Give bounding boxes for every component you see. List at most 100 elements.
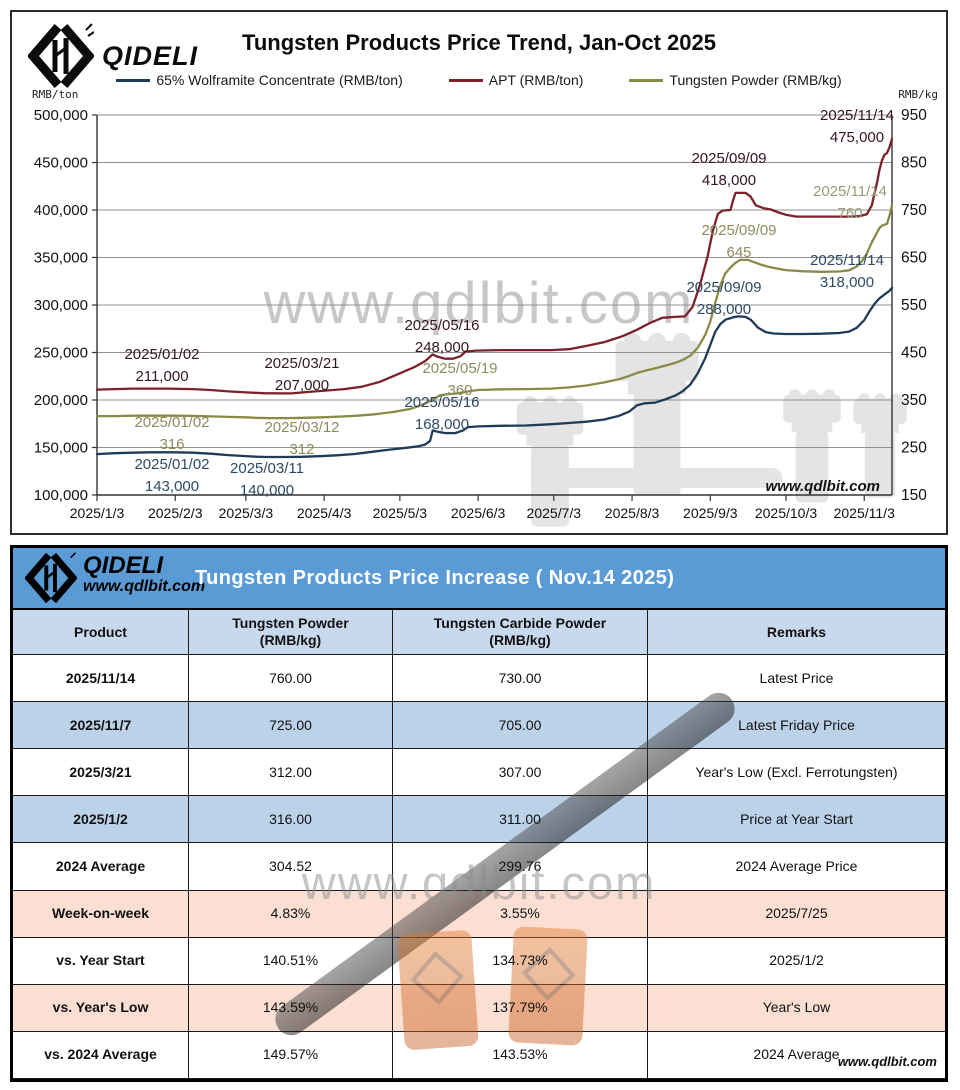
- right-axis-label: 850: [901, 155, 927, 172]
- x-axis-label: 2025/5/3: [373, 505, 428, 521]
- table-row-7-tungsten_powder: 143.59%: [189, 984, 393, 1032]
- cell-value: 760.00: [269, 669, 312, 686]
- annotation-apt: 2025/05/16 248,000: [404, 317, 479, 356]
- price-trend-chart-panel: QIDELI Tungsten Products Price Trend, Ja…: [10, 10, 948, 535]
- legend-swatch: [116, 78, 151, 82]
- annotation-powder: 2025/09/09 645: [701, 222, 776, 261]
- cell-value: Latest Price: [759, 669, 834, 686]
- drill-bit-silhouette: [623, 332, 642, 351]
- drill-bit-silhouette: [783, 394, 841, 423]
- table-corner-watermark: www.qdlbit.com: [837, 1054, 937, 1069]
- x-axis-label: 2025/2/3: [148, 505, 203, 521]
- cell-value: 2024 Average: [55, 857, 146, 874]
- cell-value: 2025/3/21: [69, 763, 132, 780]
- cell-value: 312.00: [269, 763, 312, 780]
- left-axis-label: 300,000: [34, 297, 88, 314]
- cell-value: 316.00: [269, 810, 312, 827]
- legend-label: APT (RMB/ton): [488, 72, 584, 88]
- cell-value: Week-on-week: [52, 905, 149, 922]
- price-increase-table: Product Tungsten Powder (RMB/kg) Tungsten C…: [13, 610, 945, 1079]
- drill-bit-silhouette: [791, 421, 833, 433]
- annotation-apt: 2025/03/21 207,000: [264, 355, 339, 394]
- cell-value: 140.51%: [262, 952, 319, 969]
- right-axis-label: 150: [901, 487, 927, 504]
- drill-bit-silhouette: [615, 340, 699, 382]
- cell-value: vs. Year's Low: [52, 999, 149, 1016]
- right-axis-label: 750: [901, 202, 927, 219]
- table-row-2-tungsten_carbide: 307.00: [393, 749, 648, 797]
- table-title: Tungsten Products Price Increase ( Nov.1…: [195, 566, 675, 589]
- table-row-8-tungsten_carbide: 143.53%: [393, 1031, 648, 1079]
- annotation-powder: 2025/01/02 316: [134, 414, 209, 453]
- drill-bit-silhouette: [672, 332, 691, 351]
- cell-value: 2024 Average: [753, 1046, 840, 1063]
- drill-bit-silhouette: [788, 389, 802, 402]
- x-axis-label: 2025/7/3: [527, 505, 582, 521]
- drill-bit-silhouette: [633, 392, 681, 496]
- cell-value: Year's Low: [762, 999, 831, 1016]
- x-axis-label: 2025/9/3: [683, 505, 738, 521]
- drill-bit-silhouette: [890, 393, 902, 405]
- table-row-3-tungsten_carbide: 311.00: [393, 796, 648, 844]
- legend-item-1: APT (RMB/ton): [448, 72, 584, 88]
- legend-item-0: 65% Wolframite Concentrate (RMB/ton): [116, 72, 403, 88]
- table-row-1-tungsten_carbide: 705.00: [393, 702, 648, 750]
- table-row-6-tungsten_carbide: 134.73%: [393, 937, 648, 985]
- x-axis-label: 2025/4/3: [297, 505, 352, 521]
- legend-swatch: [629, 78, 664, 82]
- annotation-wolframite: 2025/11/14 318,000: [810, 252, 884, 291]
- qideli-logo: QIDELI: [28, 22, 198, 90]
- cell-value: 2024 Average Price: [735, 857, 858, 874]
- table-row-2-remarks: Year's Low (Excl. Ferrotungsten): [648, 749, 945, 797]
- series-line-apt: [95, 137, 894, 395]
- table-row-7-remarks: Year's Low: [648, 984, 945, 1032]
- table-row-8-remarks: 2024 Average: [648, 1031, 945, 1079]
- cell-value: 705.00: [498, 716, 542, 733]
- table-row-5-remarks: 2025/7/25: [648, 890, 945, 938]
- annotation-wolframite: 2025/03/11 140,000: [230, 460, 304, 499]
- cell-value: 2025/11/14: [65, 669, 136, 686]
- table-row-4-tungsten_carbide: 299.76: [393, 843, 648, 891]
- cell-value: 149.57%: [262, 1046, 319, 1063]
- table-row-1-tungsten_powder: 725.00: [189, 702, 393, 750]
- table-row-0-tungsten_powder: 760.00: [189, 655, 393, 703]
- x-axis-label: 2025/10/3: [755, 505, 817, 521]
- table-row-0-product: 2025/11/14: [13, 655, 189, 703]
- cell-value: 4.83%: [270, 905, 311, 922]
- right-axis-label: 550: [901, 297, 927, 314]
- table-row-7-product: vs. Year's Low: [13, 984, 189, 1032]
- left-axis-label: 400,000: [34, 202, 88, 219]
- cell-value: 725.00: [269, 716, 312, 733]
- table-row-8-tungsten_powder: 149.57%: [189, 1031, 393, 1079]
- table-row-4-remarks: 2024 Average Price: [648, 843, 945, 891]
- qideli-diamond-icon: [25, 552, 77, 604]
- table-row-3-tungsten_powder: 316.00: [189, 796, 393, 844]
- drill-bit-silhouette: [516, 402, 584, 435]
- table-row-5-product: Week-on-week: [13, 890, 189, 938]
- table-row-8-product: vs. 2024 Average: [13, 1031, 189, 1079]
- annotation-wolframite: 2025/01/02 143,000: [134, 456, 209, 495]
- table-row-3-remarks: Price at Year Start: [648, 796, 945, 844]
- table-row-6-remarks: 2025/1/2: [648, 937, 945, 985]
- cell-value: Year's Low (Excl. Ferrotungsten): [695, 763, 898, 780]
- qideli-logo-site: www.qdlbit.com: [83, 578, 206, 595]
- annotation-powder: 2025/05/19 360: [422, 360, 497, 399]
- chart-watermark: www.qdlbit.com: [263, 271, 695, 336]
- drill-bit-silhouette: [795, 430, 829, 503]
- drill-bit-silhouette: [853, 398, 907, 425]
- price-increase-table-panel: QIDELI www.qdlbit.com Tungsten Products …: [10, 545, 948, 1082]
- table-row-1-remarks: Latest Friday Price: [648, 702, 945, 750]
- qideli-logo-text: QIDELI: [102, 40, 199, 71]
- cell-value: 2025/1/2: [769, 952, 824, 969]
- cell-value: 2025/1/2: [73, 810, 128, 827]
- cell-value: 137.79%: [492, 999, 548, 1016]
- right-axis-label: 350: [901, 392, 927, 409]
- left-axis-unit-label: RMB/ton: [32, 88, 79, 101]
- cell-value: 299.76: [498, 857, 542, 874]
- cell-value: 2025/11/7: [69, 716, 132, 733]
- table-row-5-tungsten_carbide: 3.55%: [393, 890, 648, 938]
- x-axis-label: 2025/1/3: [70, 505, 125, 521]
- right-axis-label: 950: [901, 107, 927, 124]
- legend-label: 65% Wolframite Concentrate (RMB/ton): [156, 72, 403, 88]
- annotation-apt: 2025/09/09 418,000: [691, 150, 766, 189]
